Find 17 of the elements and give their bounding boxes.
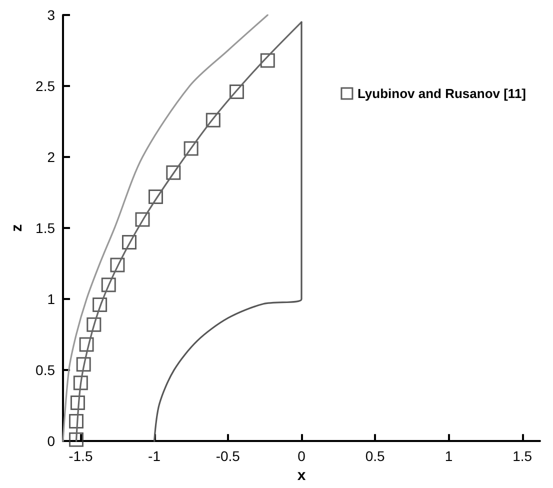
x-axis-title: x bbox=[297, 467, 306, 484]
x-tick-label: -0.5 bbox=[216, 448, 240, 464]
x-tick-label: 0.5 bbox=[365, 448, 386, 464]
y-axis-title: z bbox=[8, 224, 26, 232]
x-tick-label: 1.5 bbox=[512, 448, 532, 464]
y-tick-label: 1.5 bbox=[36, 220, 56, 236]
x-tick-label: -1 bbox=[148, 448, 161, 464]
x-tick-label: 0 bbox=[298, 448, 306, 464]
x-tick-label: 1 bbox=[444, 448, 453, 464]
x-tick-label: -1.5 bbox=[68, 448, 93, 464]
y-tick-label: 2.5 bbox=[36, 78, 56, 94]
y-tick-label: 0.5 bbox=[36, 362, 56, 378]
y-tick-label: 0 bbox=[47, 433, 56, 450]
y-tick-label: 2 bbox=[47, 149, 56, 166]
y-tick-label: 3 bbox=[47, 7, 56, 23]
legend-label: Lyubinov and Rusanov [11] bbox=[357, 86, 526, 101]
y-tick-label: 1 bbox=[47, 291, 56, 308]
